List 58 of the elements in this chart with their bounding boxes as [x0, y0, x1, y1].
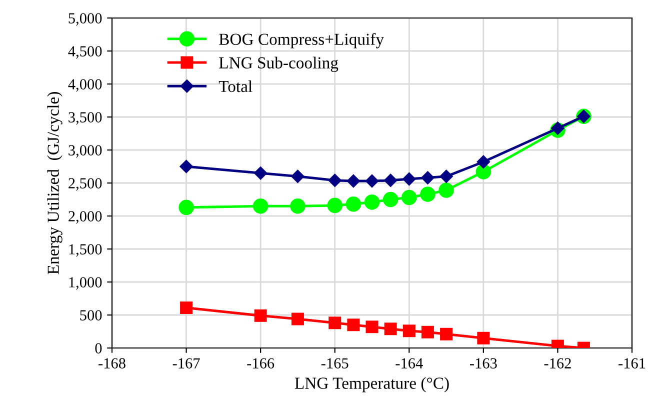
- point: [180, 160, 193, 174]
- y-tick-label: 500: [80, 310, 102, 320]
- x-tick-label: -164: [396, 358, 423, 368]
- point: [476, 155, 490, 168]
- point: [384, 322, 397, 336]
- point: [346, 174, 360, 188]
- point: [254, 309, 267, 322]
- point: [551, 122, 564, 135]
- point: [438, 182, 454, 198]
- point: [327, 198, 342, 214]
- y-tick-label: 3,000: [68, 145, 102, 158]
- point: [366, 320, 378, 334]
- legend-label: LNG Sub-cooling: [219, 56, 338, 72]
- y-tick-label: 1,500: [69, 244, 102, 257]
- point: [291, 170, 304, 183]
- point: [384, 174, 398, 187]
- legend-label: BOG Compress+Liquify: [219, 33, 384, 48]
- point: [328, 174, 342, 187]
- y-tick-label: 4,000: [68, 79, 102, 92]
- point: [328, 316, 342, 330]
- point: [254, 166, 268, 180]
- x-tick-label: -162: [544, 358, 571, 368]
- point: [476, 164, 492, 180]
- point: [421, 171, 434, 184]
- point: [440, 170, 453, 183]
- point: [420, 186, 436, 202]
- y-tick-label: 2,000: [68, 211, 102, 224]
- y-tick-label: 2,500: [68, 178, 102, 191]
- y-tick-label: 5,000: [68, 13, 102, 26]
- point: [421, 326, 434, 338]
- point: [291, 312, 304, 326]
- point: [290, 198, 306, 214]
- point: [252, 198, 268, 214]
- x-axis-title: LNG Temperature (°C): [294, 377, 449, 392]
- point: [382, 192, 398, 208]
- point: [347, 318, 360, 332]
- point: [402, 172, 416, 186]
- point: [440, 328, 453, 340]
- point: [178, 200, 194, 216]
- point: [180, 301, 193, 314]
- x-tick-label: -163: [470, 358, 497, 368]
- x-tick-label: -168: [98, 358, 126, 368]
- point: [365, 174, 379, 188]
- point: [402, 190, 417, 206]
- x-tick-label: -166: [247, 358, 274, 368]
- y-axis-title: Energy Utilized (GJ/cycle): [47, 92, 62, 274]
- y-tick-label: 4,500: [68, 46, 102, 59]
- x-tick-label: -167: [172, 358, 200, 368]
- point: [402, 324, 416, 338]
- y-tick-label: 3,500: [68, 112, 102, 125]
- point: [346, 196, 362, 212]
- y-tick-label: 1,000: [69, 277, 102, 290]
- y-tick-label: 0: [95, 343, 102, 354]
- point: [477, 332, 490, 344]
- point: [364, 194, 380, 210]
- x-tick-label: -161: [618, 358, 646, 368]
- x-tick-label: -165: [321, 358, 348, 368]
- legend-label: Total: [218, 80, 252, 92]
